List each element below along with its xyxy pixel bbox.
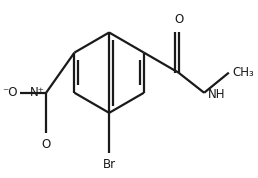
- Text: Br: Br: [103, 158, 116, 171]
- Text: NH: NH: [207, 88, 225, 101]
- Text: ⁻O: ⁻O: [2, 86, 18, 99]
- Text: O: O: [174, 13, 183, 26]
- Text: O: O: [42, 138, 51, 151]
- Text: N⁺: N⁺: [29, 86, 44, 99]
- Text: CH₃: CH₃: [232, 66, 254, 79]
